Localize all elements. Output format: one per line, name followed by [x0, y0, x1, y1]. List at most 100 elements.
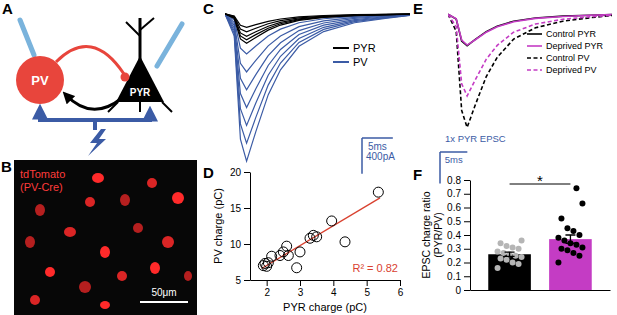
legend-label: Deprived PYR: [546, 41, 604, 51]
tick-mark: [244, 244, 250, 245]
tick: 0.6: [447, 202, 470, 213]
tick-label: 6: [398, 287, 404, 298]
tick-label: 3: [298, 287, 304, 298]
point: [576, 253, 582, 259]
tick: 0.5: [447, 216, 470, 227]
tick: 10: [230, 239, 250, 250]
annotation: *: [537, 172, 543, 189]
bar: [488, 254, 531, 290]
tick: 20: [230, 167, 250, 178]
axis-line: [471, 290, 611, 291]
tick: 0.1: [447, 271, 470, 282]
x-axis-title: PYR charge (pC): [283, 301, 367, 313]
tick-mark: [464, 263, 470, 264]
point: [570, 228, 576, 234]
point: [498, 255, 504, 261]
annotation: R² = 0.82: [352, 262, 398, 274]
panel-label: C: [203, 0, 214, 17]
node-label: PV: [31, 73, 49, 88]
point: [495, 249, 501, 255]
scale-bar: [440, 151, 467, 153]
plot-area: [448, 14, 612, 127]
tick-mark: [464, 221, 470, 222]
panel-label: F: [413, 166, 422, 183]
point: [263, 258, 273, 268]
point: [504, 257, 510, 263]
trace: [225, 14, 410, 143]
plot-area: [258, 187, 383, 273]
point: [498, 240, 504, 246]
tick: 15: [230, 203, 250, 214]
point: [340, 237, 350, 247]
electrode: [20, 20, 34, 55]
panel-label: E: [413, 0, 423, 17]
scale-bar-label: 5ms: [368, 141, 387, 152]
point: [564, 225, 570, 231]
point: [519, 254, 525, 260]
tick-mark: [464, 235, 470, 236]
point: [573, 242, 579, 248]
tick-label: 0.6: [447, 202, 461, 213]
tick-label: 0.2: [447, 257, 461, 268]
cell: [117, 271, 127, 281]
point: [327, 216, 337, 226]
cell: [150, 262, 160, 274]
axis: 00.10.20.30.40.50.60.70.8: [447, 175, 470, 296]
point: [283, 251, 293, 261]
y-axis-title: PV charge (pC): [212, 188, 224, 264]
point: [373, 187, 383, 197]
panel-label: D: [203, 164, 214, 181]
legend-swatch: [527, 33, 542, 35]
point: [504, 243, 510, 249]
point: [516, 261, 522, 267]
point: [570, 250, 576, 256]
scale-bar-label: 50μm: [151, 287, 176, 298]
trace: [448, 14, 612, 127]
legend-label: Control PV: [546, 53, 590, 63]
dendrite: [140, 18, 154, 30]
point: [579, 200, 585, 206]
axis-line: [470, 181, 471, 291]
point: [579, 244, 585, 250]
tick-label: 0.8: [447, 175, 461, 186]
axis-line: [250, 173, 251, 281]
error-bar: [505, 252, 515, 256]
tick-mark: [464, 276, 470, 277]
tick-mark: [400, 280, 401, 286]
inhibitory-connection: [56, 47, 124, 74]
dendrite: [162, 102, 172, 112]
node-label: PYR: [130, 87, 151, 98]
electrode: [157, 24, 182, 66]
tick-label: 0.3: [447, 243, 461, 254]
tick: 2: [264, 280, 270, 298]
point: [555, 260, 561, 266]
tick-label: 15: [230, 203, 242, 214]
dendrite: [139, 102, 141, 112]
cell: [30, 295, 40, 305]
scale-bar: [140, 301, 188, 303]
point: [510, 244, 516, 250]
cell: [100, 301, 110, 309]
point: [510, 260, 516, 266]
point: [516, 246, 522, 252]
tick: 5: [235, 275, 250, 286]
bar: [549, 239, 592, 290]
tick-label: 5: [364, 287, 370, 298]
image-background: [14, 160, 197, 315]
legend-label: PV: [353, 56, 368, 68]
tick: 0.4: [447, 230, 470, 241]
tick: 3: [298, 280, 304, 298]
scale-bar: [439, 152, 441, 183]
tick: 0.3: [447, 243, 470, 254]
image-label: tdTomato: [20, 168, 65, 180]
trace: [225, 14, 410, 108]
diagram: PYR PV: [16, 18, 182, 156]
tick: 0.8: [447, 175, 470, 186]
axis: 5 10 15 20: [230, 167, 251, 286]
excitatory-connection: [66, 95, 122, 109]
tick: 5: [364, 280, 370, 298]
scale-bar: [362, 137, 393, 139]
point: [564, 247, 570, 253]
legend-label: Deprived PV: [546, 65, 597, 75]
pyr-cell: [116, 56, 164, 102]
